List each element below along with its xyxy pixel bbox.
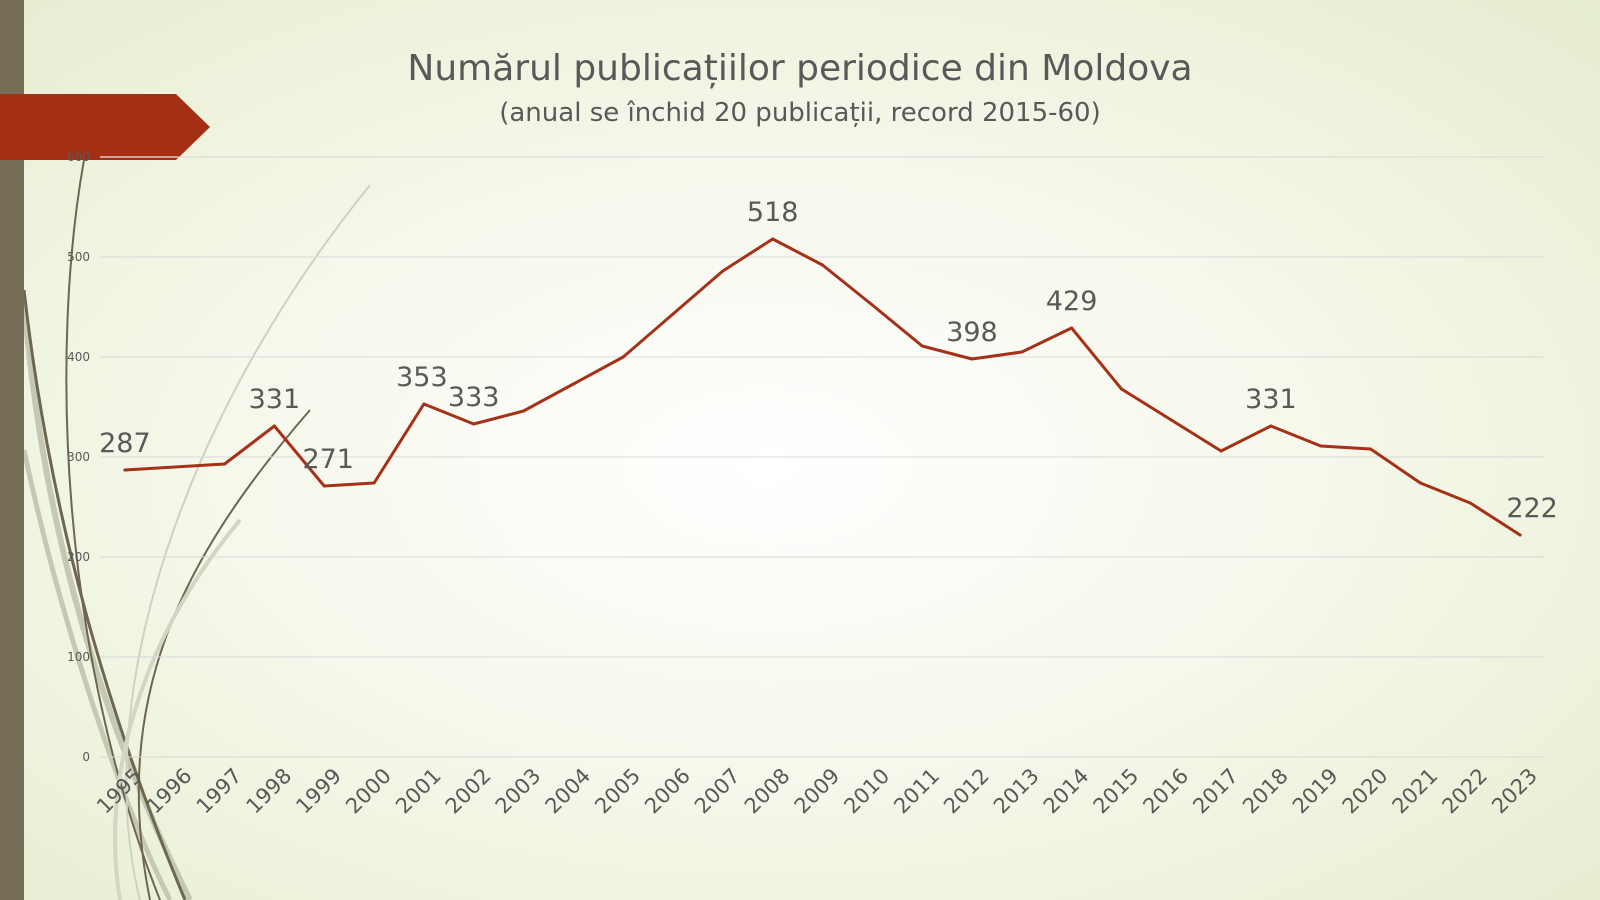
- x-tick-label: 1995: [92, 764, 147, 819]
- data-point: [1020, 350, 1024, 354]
- data-point: [472, 422, 476, 426]
- x-tick-label: 2002: [441, 764, 496, 819]
- data-point: [571, 382, 575, 386]
- data-label: 331: [1245, 384, 1297, 415]
- y-tick-label: 600: [67, 150, 90, 164]
- x-tick-label: 2020: [1338, 764, 1393, 819]
- data-point: [970, 357, 974, 361]
- x-tick-label: 2007: [690, 764, 745, 819]
- data-point: [671, 312, 675, 316]
- data-point: [621, 355, 625, 359]
- x-tick-label: 2001: [391, 764, 446, 819]
- data-point: [1169, 418, 1173, 422]
- x-tick-label: 2004: [541, 764, 596, 819]
- data-point: [1518, 533, 1522, 537]
- y-tick-label: 0: [82, 750, 90, 764]
- decor-curve-4: [65, 159, 161, 900]
- y-tick-label: 100: [67, 650, 90, 664]
- data-point: [1269, 424, 1273, 428]
- y-tick-label: 300: [67, 450, 90, 464]
- data-label: 398: [946, 317, 998, 348]
- data-label: 353: [396, 362, 448, 393]
- x-tick-label: 2021: [1388, 764, 1443, 819]
- x-tick-label: 2006: [640, 764, 695, 819]
- decor-curve-2: [22, 289, 187, 900]
- x-tick-label: 1997: [192, 764, 247, 819]
- x-tick-label: 2003: [491, 764, 546, 819]
- data-label: 287: [99, 428, 151, 459]
- data-label: 429: [1046, 286, 1098, 317]
- x-tick-label: 1996: [142, 764, 197, 819]
- data-point: [1418, 481, 1422, 485]
- x-tick-label: 2014: [1039, 764, 1094, 819]
- data-point: [272, 424, 276, 428]
- x-tick-label: 2019: [1288, 764, 1343, 819]
- x-tick-label: 2013: [989, 764, 1044, 819]
- data-point: [1119, 387, 1123, 391]
- x-tick-label: 2023: [1487, 764, 1542, 819]
- data-point: [920, 344, 924, 348]
- x-tick-label: 2009: [790, 764, 845, 819]
- x-tick-label: 2022: [1437, 764, 1492, 819]
- data-point: [870, 303, 874, 307]
- data-point: [1070, 326, 1074, 330]
- decor-curve-5: [125, 184, 371, 900]
- x-tick-label: 1999: [291, 764, 346, 819]
- data-label: 271: [302, 444, 354, 475]
- chart-subtitle: (anual se închid 20 publicații, record 2…: [499, 98, 1101, 128]
- data-point: [1468, 501, 1472, 505]
- series-line: [123, 237, 1522, 537]
- y-tick-label: 200: [67, 550, 90, 564]
- data-label: 331: [249, 384, 301, 415]
- data-point: [422, 402, 426, 406]
- y-tick-label: 500: [67, 250, 90, 264]
- x-tick-label: 1998: [242, 764, 297, 819]
- x-tick-label: 2008: [740, 764, 795, 819]
- data-point: [322, 484, 326, 488]
- data-point: [821, 263, 824, 267]
- x-tick-label: 2018: [1238, 764, 1293, 819]
- x-tick-label: 2015: [1089, 764, 1144, 819]
- x-tick-label: 2010: [839, 764, 894, 819]
- data-point: [522, 409, 526, 413]
- data-point: [771, 237, 775, 241]
- data-point: [173, 465, 177, 469]
- data-point: [372, 481, 376, 485]
- decor-curve-3: [21, 449, 173, 900]
- x-tick-label: 2005: [590, 764, 645, 819]
- data-point: [1219, 449, 1223, 453]
- data-point: [1369, 447, 1373, 451]
- x-tick-label: 2011: [889, 764, 944, 819]
- data-label: 333: [448, 382, 500, 413]
- data-point: [721, 269, 725, 273]
- y-tick-label: 400: [67, 350, 90, 364]
- decor-curve-7: [113, 518, 242, 900]
- data-label: 518: [747, 197, 799, 228]
- x-tick-label: 2016: [1138, 764, 1193, 819]
- chart-title: Numărul publicațiilor periodice din Mold…: [407, 48, 1193, 89]
- data-point: [223, 462, 227, 466]
- x-tick-label: 2017: [1188, 764, 1243, 819]
- data-point: [1319, 444, 1323, 448]
- data-label: 222: [1506, 493, 1558, 524]
- x-tick-label: 2012: [939, 764, 994, 819]
- x-tick-label: 2000: [341, 764, 396, 819]
- data-point: [123, 468, 127, 472]
